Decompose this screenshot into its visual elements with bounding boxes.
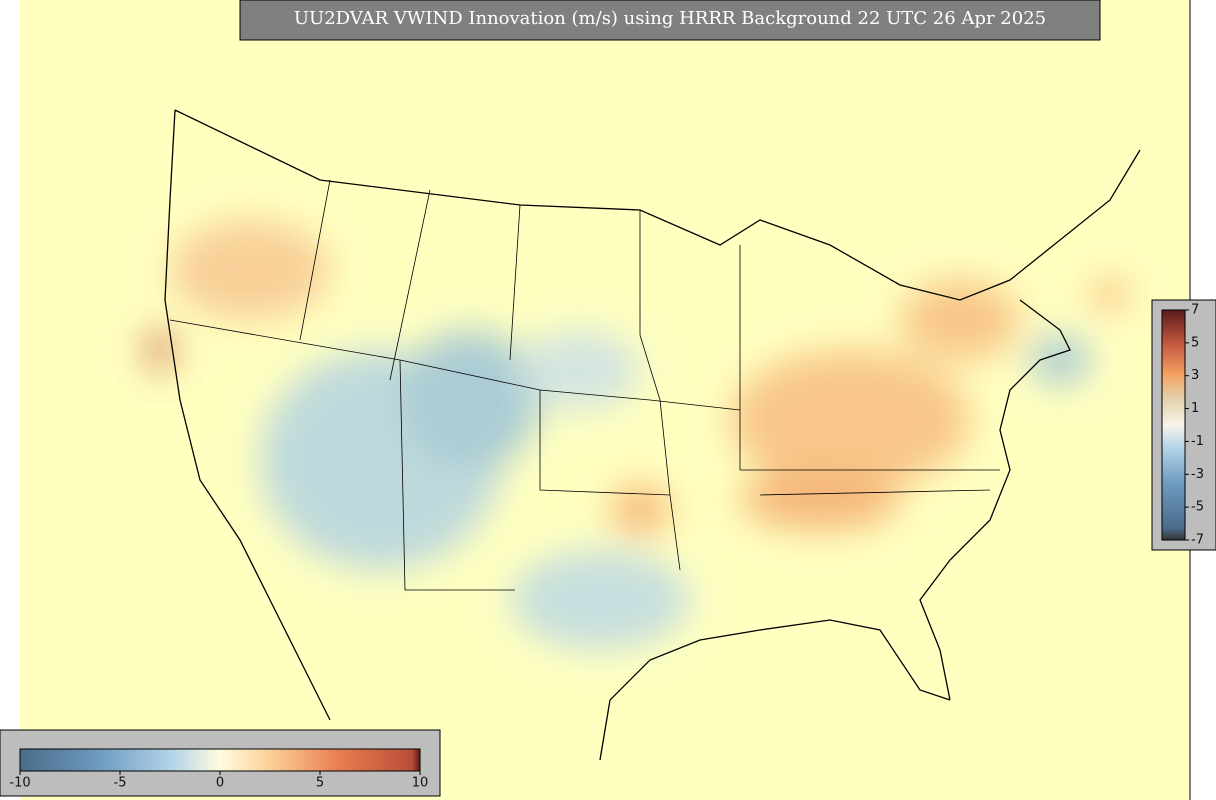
colorbar-right: 7 5 3 1 -1 -3 -5 -7 xyxy=(1151,299,1216,551)
tick-label: 1 xyxy=(1191,401,1199,416)
tick-label: 3 xyxy=(1191,368,1199,383)
tick-label: -1 xyxy=(1191,434,1204,449)
tick-label: 7 xyxy=(1191,303,1199,318)
colorbar-bottom: -10 -5 0 5 10 xyxy=(0,729,441,797)
tick-label: -5 xyxy=(114,776,127,791)
tick-label: -10 xyxy=(9,776,30,791)
tick-label: -3 xyxy=(1191,467,1204,482)
tick-label: 10 xyxy=(412,776,429,791)
tick-label: 5 xyxy=(1191,335,1199,350)
tick-label: 5 xyxy=(316,776,324,791)
map-field xyxy=(20,0,1191,800)
tick-label: -5 xyxy=(1191,500,1204,515)
map-title: UU2DVAR VWIND Innovation (m/s) using HRR… xyxy=(294,8,1046,29)
tick-label: -7 xyxy=(1191,533,1204,548)
title-box xyxy=(239,0,1101,41)
tick-label: 0 xyxy=(216,776,224,791)
